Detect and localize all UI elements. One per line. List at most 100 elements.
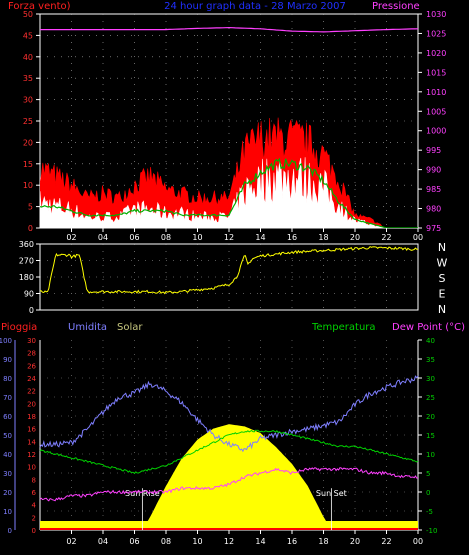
- humidity-tick-label: 40: [3, 451, 12, 459]
- wind-x-tick-label: 18: [318, 233, 328, 242]
- wind-x-tick-label: 04: [98, 233, 108, 242]
- wind-left-tick-label: 50: [23, 10, 33, 19]
- wind-left-tick-label: 20: [23, 138, 33, 147]
- humidity-tick-label: 0: [8, 527, 12, 535]
- wind-series-group: [40, 26, 418, 228]
- pressure-tick-label: 1020: [426, 49, 446, 58]
- baseline-band: [40, 521, 418, 530]
- wind-left-tick-label: 25: [23, 117, 33, 126]
- bottom-x-tick-label: 10: [192, 537, 202, 546]
- temp-tick-label: 25: [426, 394, 435, 402]
- rain-tick-label: 0: [32, 527, 36, 535]
- pressure-tick-label: 1000: [426, 127, 446, 136]
- rain-tick-label: 10: [27, 464, 36, 472]
- bottom-x-tick-label: 02: [66, 537, 76, 546]
- humidity-series: [39, 375, 419, 453]
- wind-x-tick-label: 22: [381, 233, 391, 242]
- rain-tick-label: 2: [32, 514, 36, 522]
- dir-tick-label: 270: [19, 257, 34, 266]
- wind-x-tick-label: 00: [413, 233, 423, 242]
- legend-umidita: Umidita: [68, 322, 107, 333]
- rain-tick-label: 22: [27, 388, 36, 396]
- pressure-tick-label: 980: [426, 205, 441, 214]
- compass-label: N: [438, 303, 446, 316]
- compass-label: S: [439, 272, 446, 285]
- dir-tick-label: 90: [24, 290, 34, 299]
- wind-x-tick-label: 10: [192, 233, 202, 242]
- humidity-tick-label: 30: [3, 470, 12, 478]
- rain-tick-label: 8: [32, 476, 36, 484]
- bottom-x-tick-label: 16: [287, 537, 297, 546]
- wind-left-tick-label: 45: [23, 31, 33, 40]
- wind-left-tick-label: 15: [23, 160, 33, 169]
- rain-tick-label: 18: [27, 413, 36, 421]
- rain-tick-label: 26: [27, 362, 36, 370]
- legend-temperatura: Temperatura: [311, 322, 376, 333]
- rain-tick-label: 4: [32, 502, 37, 510]
- wind-x-tick-label: 14: [255, 233, 265, 242]
- wind-x-tick-label: 20: [350, 233, 360, 242]
- bottom-x-tick-label: 18: [318, 537, 328, 546]
- wind-x-tick-label: 12: [224, 233, 234, 242]
- temp-tick-label: 30: [426, 375, 435, 383]
- wind-left-tick-label: 5: [28, 203, 33, 212]
- wind-x-tick-label: 06: [129, 233, 139, 242]
- rain-tick-label: 24: [27, 375, 36, 383]
- center-title: 24 hour graph data - 28 Marzo 2007: [164, 1, 346, 12]
- humidity-tick-label: 50: [3, 432, 12, 440]
- rain-tick-label: 30: [27, 337, 36, 345]
- bottom-x-tick-label: 00: [413, 537, 423, 546]
- temp-tick-label: 40: [426, 337, 435, 345]
- wind-left-tick-label: 40: [23, 53, 33, 62]
- pressure-tick-label: 985: [426, 185, 441, 194]
- humidity-temperature-chart: 0102030405060708090100024681012141618202…: [0, 337, 437, 546]
- compass-label: W: [437, 257, 448, 270]
- bottom-x-tick-label: 06: [129, 537, 139, 546]
- dir-tick-label: 360: [19, 240, 34, 249]
- humidity-tick-label: 80: [3, 375, 12, 383]
- pressure-tick-label: 975: [426, 224, 441, 233]
- humidity-tick-label: 60: [3, 413, 12, 421]
- pressure-tick-label: 1015: [426, 68, 446, 77]
- wind-pressure-chart: 0510152025303540455097598098599099510001…: [23, 10, 447, 242]
- pressure-series: [40, 26, 418, 33]
- bottom-x-tick-label: 04: [98, 537, 108, 546]
- dir-tick-label: 0: [29, 306, 34, 315]
- temp-tick-label: 20: [426, 413, 435, 421]
- rain-tick-label: 20: [27, 400, 36, 408]
- rain-tick-label: 16: [27, 426, 36, 434]
- humidity-tick-label: 20: [3, 489, 12, 497]
- solar-series: [142, 424, 332, 530]
- direction-series: [39, 245, 418, 295]
- rain-tick-label: 6: [32, 489, 37, 497]
- wind-x-tick-label: 02: [66, 233, 76, 242]
- left-title: Forza vento): [8, 1, 71, 12]
- wind-x-tick-label: 16: [287, 233, 297, 242]
- wind-left-tick-label: 35: [23, 74, 33, 83]
- temp-tick-label: 10: [426, 451, 435, 459]
- legend-solar: Solar: [117, 322, 143, 333]
- humidity-tick-label: 90: [3, 356, 12, 364]
- avg-wind-series: [40, 157, 418, 228]
- right-title: Pressione: [372, 1, 420, 12]
- humidity-tick-label: 100: [0, 337, 12, 345]
- pressure-tick-label: 1010: [426, 88, 446, 97]
- rain-tick-label: 12: [27, 451, 36, 459]
- pressure-tick-label: 990: [426, 166, 441, 175]
- temp-tick-label: 0: [426, 489, 430, 497]
- rain-tick-label: 28: [27, 350, 36, 358]
- dew-point-series: [39, 467, 419, 502]
- humidity-tick-label: 70: [3, 394, 12, 402]
- pressure-tick-label: 1005: [426, 107, 446, 116]
- wind-left-tick-label: 30: [23, 96, 33, 105]
- temp-tick-label: -5: [426, 508, 433, 516]
- sunset-label: Sun Set: [316, 489, 347, 498]
- temp-tick-label: 15: [426, 432, 435, 440]
- bottom-x-tick-label: 08: [161, 537, 171, 546]
- legend-dew-point: Dew Point (°C): [392, 322, 465, 333]
- bottom-x-tick-label: 12: [224, 537, 234, 546]
- wind-left-tick-label: 0: [28, 224, 33, 233]
- pressure-tick-label: 995: [426, 146, 441, 155]
- bottom-x-tick-label: 14: [255, 537, 265, 546]
